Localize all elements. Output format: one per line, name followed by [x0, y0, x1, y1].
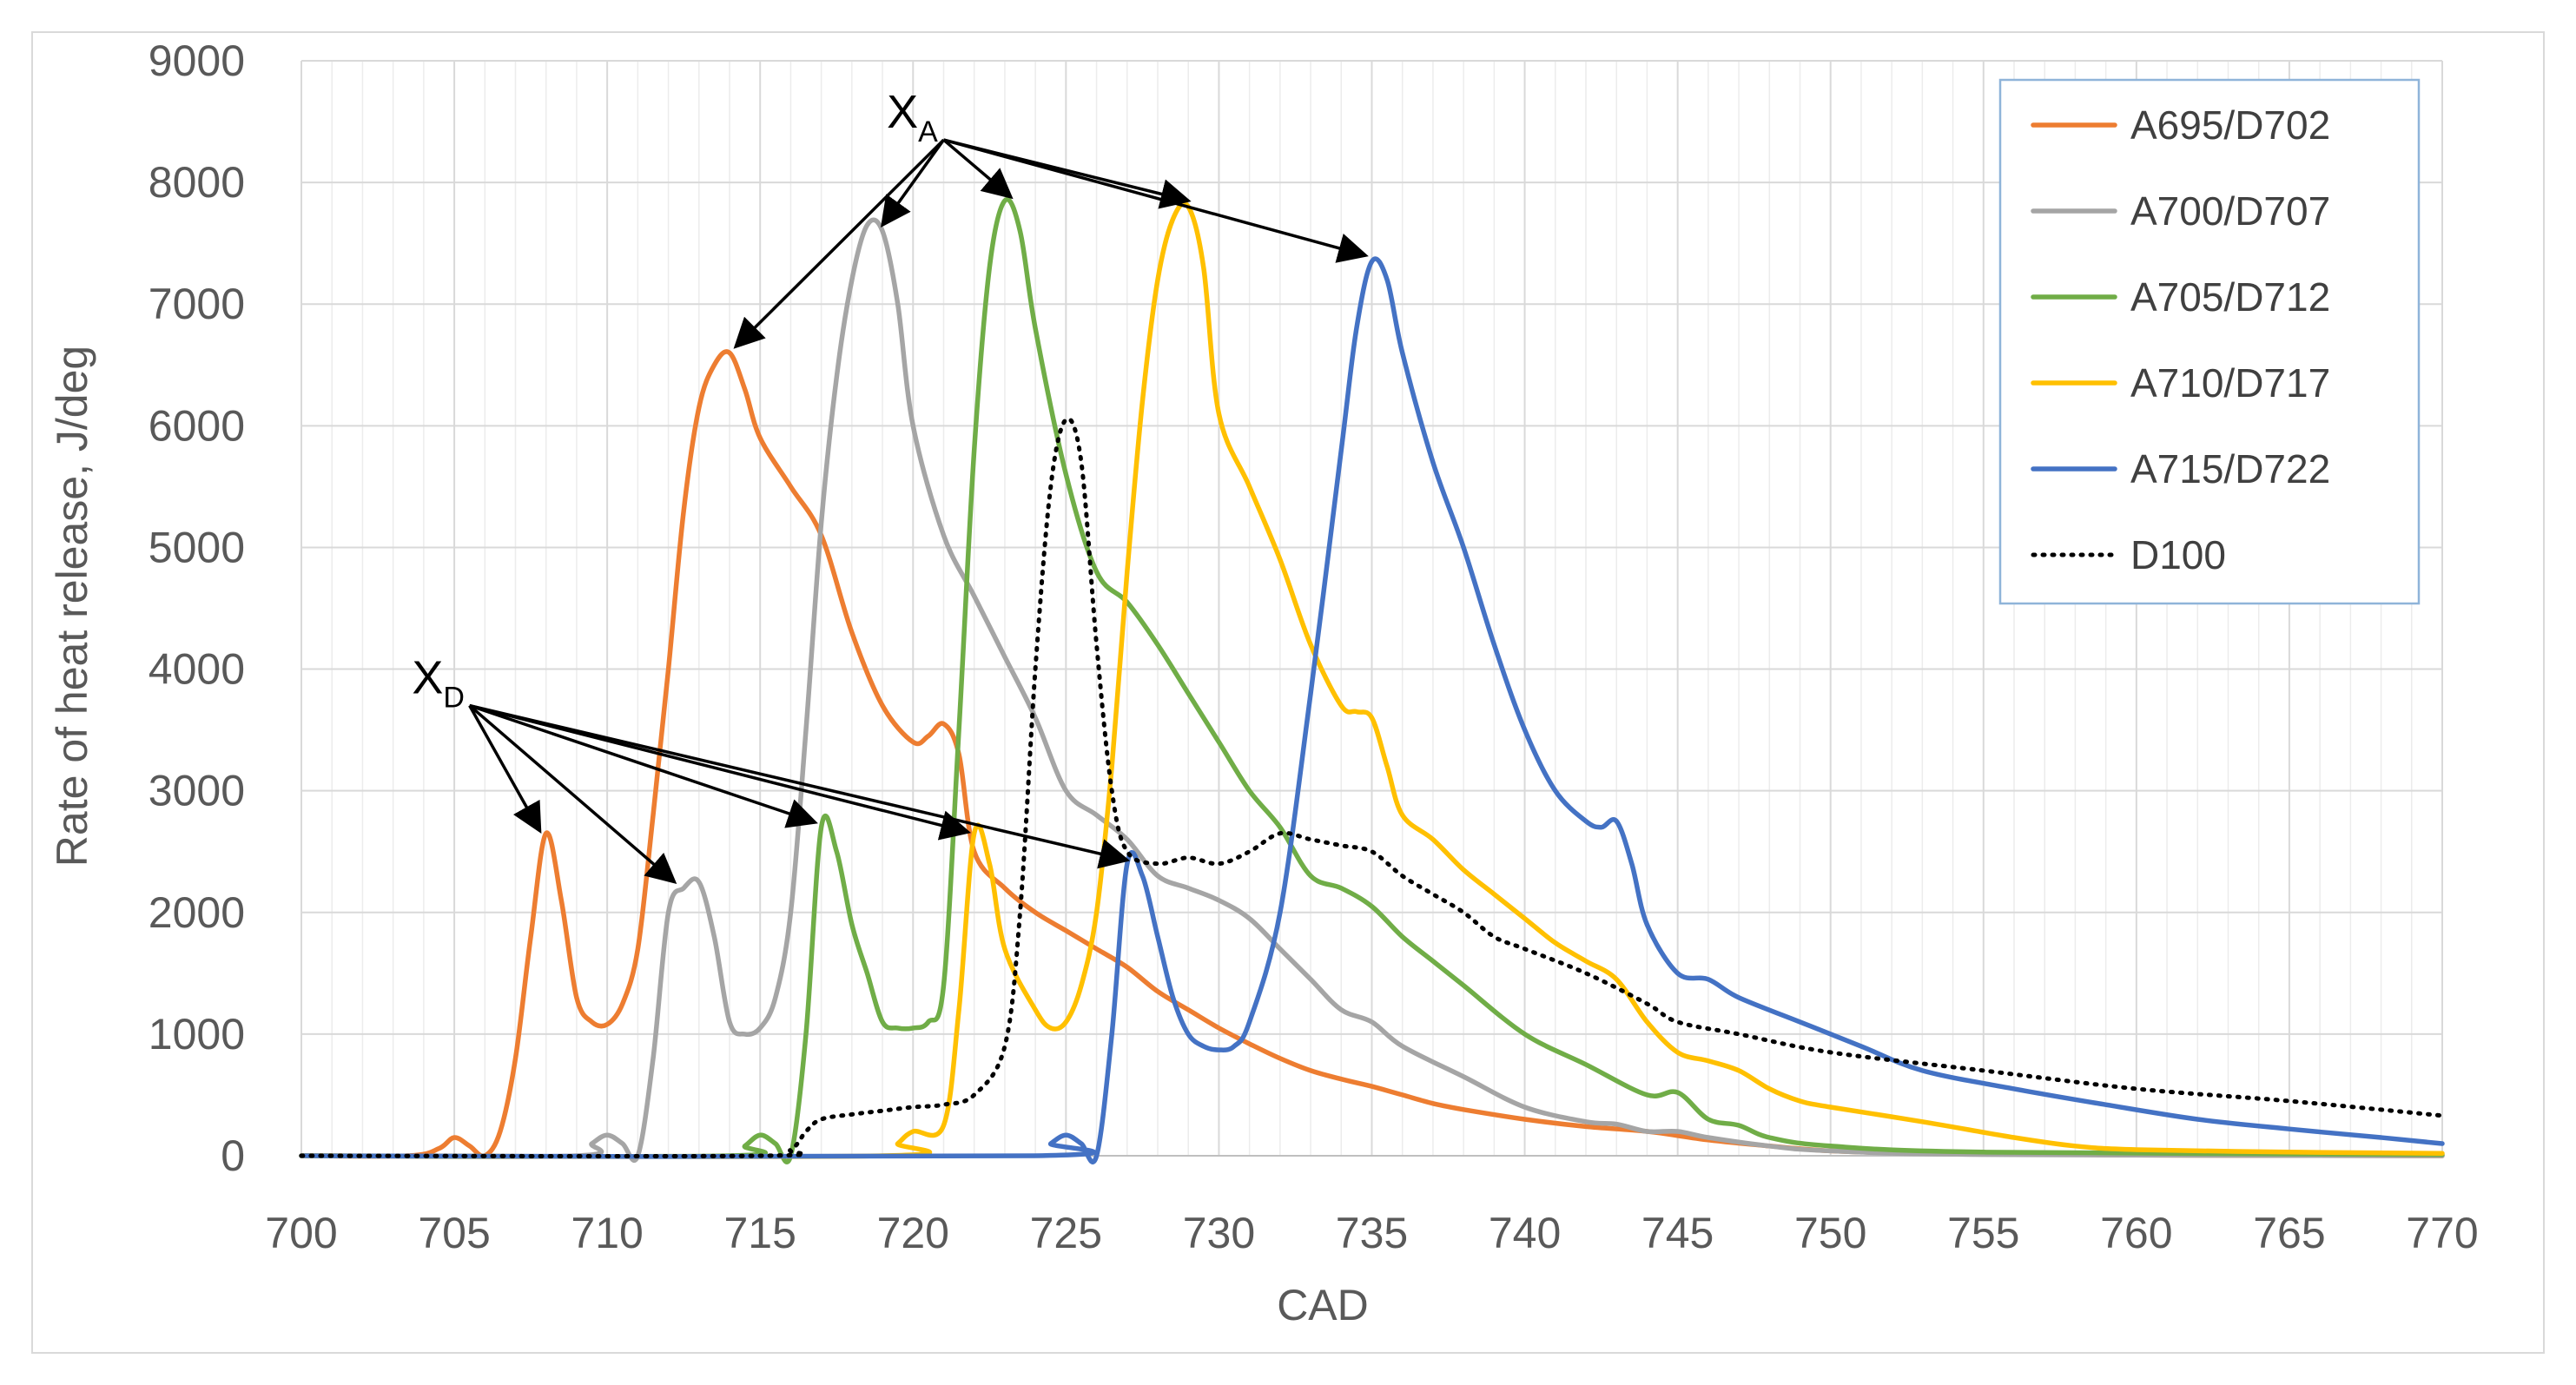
- annotation-label: XA: [887, 86, 938, 148]
- legend-label: D100: [2130, 532, 2226, 577]
- x-tick-label: 710: [571, 1209, 643, 1257]
- legend-box: [1998, 78, 2421, 605]
- legend-label: A705/D712: [2130, 274, 2330, 320]
- y-tick-label: 0: [221, 1131, 245, 1180]
- annotation-label-main: X: [887, 86, 918, 138]
- x-tick-label: 735: [1336, 1209, 1408, 1257]
- series-lines: [299, 196, 2445, 1164]
- x-tick-label: 765: [2253, 1209, 2325, 1257]
- annotation-arrow: [469, 703, 972, 841]
- annotation-arrow: [469, 703, 818, 828]
- annotation-arrow: [733, 138, 945, 349]
- annotation-arrow: [468, 704, 677, 885]
- annotation-arrow: [943, 138, 1369, 263]
- series-line-d100: [299, 416, 2445, 1159]
- x-tick-label: 715: [723, 1209, 796, 1257]
- y-tick-label: 1000: [149, 1010, 245, 1059]
- x-tick-label: 725: [1030, 1209, 1102, 1257]
- y-tick-label: 5000: [149, 523, 245, 571]
- y-tick-label: 2000: [149, 888, 245, 937]
- legend-label: A700/D707: [2130, 188, 2330, 234]
- x-tick-label: 720: [877, 1209, 949, 1257]
- x-tick-label: 705: [418, 1209, 490, 1257]
- x-axis-title: CAD: [1277, 1281, 1369, 1329]
- y-tick-label: 4000: [149, 645, 245, 694]
- annotation-label: XD: [412, 652, 465, 715]
- y-tick-label: 3000: [149, 767, 245, 815]
- chart-frame: [31, 31, 2545, 1354]
- x-tick-label: 730: [1183, 1209, 1255, 1257]
- annotation-arrow: [942, 138, 1014, 200]
- x-tick-label: 755: [1947, 1209, 2019, 1257]
- series-line-a715-d722: [299, 256, 2445, 1164]
- legend-label: A710/D717: [2130, 360, 2330, 406]
- series-line-a700-d707: [299, 217, 2445, 1164]
- x-tick-label: 760: [2100, 1209, 2172, 1257]
- minor-gridlines: [331, 61, 2413, 1156]
- annotation-arrow: [881, 139, 945, 228]
- y-tick-label: 9000: [149, 36, 245, 85]
- x-tick-label: 745: [1641, 1209, 1714, 1257]
- y-tick-label: 8000: [149, 158, 245, 207]
- legend-label: A695/D702: [2130, 102, 2330, 148]
- annotation-label-subscript: D: [443, 682, 465, 715]
- x-tick-label: 740: [1489, 1209, 1561, 1257]
- y-tick-label: 7000: [149, 280, 245, 328]
- annotation-arrow: [468, 704, 542, 834]
- legend-label: A715/D722: [2130, 446, 2330, 491]
- legend: A695/D702 A700/D707 A705/D712 A710/D717 A715…: [1998, 78, 2421, 605]
- x-tick-label: 750: [1794, 1209, 1866, 1257]
- annotation-label-subscript: A: [918, 115, 938, 148]
- x-axis-ticks: 700 705 710 715 720 725 730 735 740 745 750 755 760 7…: [265, 1209, 2478, 1257]
- annotation-arrow: [469, 703, 1131, 869]
- annotation-label-main: X: [412, 652, 443, 704]
- series-line-a705-d712: [299, 196, 2445, 1164]
- x-tick-label: 700: [265, 1209, 337, 1257]
- y-axis-title: Rate of heat release, J/deg: [48, 346, 96, 867]
- y-axis-ticks: 0 1000 2000 3000 4000 5000 6000 7000 8000 9000: [149, 36, 245, 1180]
- x-tick-label: 770: [2406, 1209, 2478, 1257]
- y-tick-label: 6000: [149, 401, 245, 450]
- series-line-a695-d702: [299, 349, 2445, 1159]
